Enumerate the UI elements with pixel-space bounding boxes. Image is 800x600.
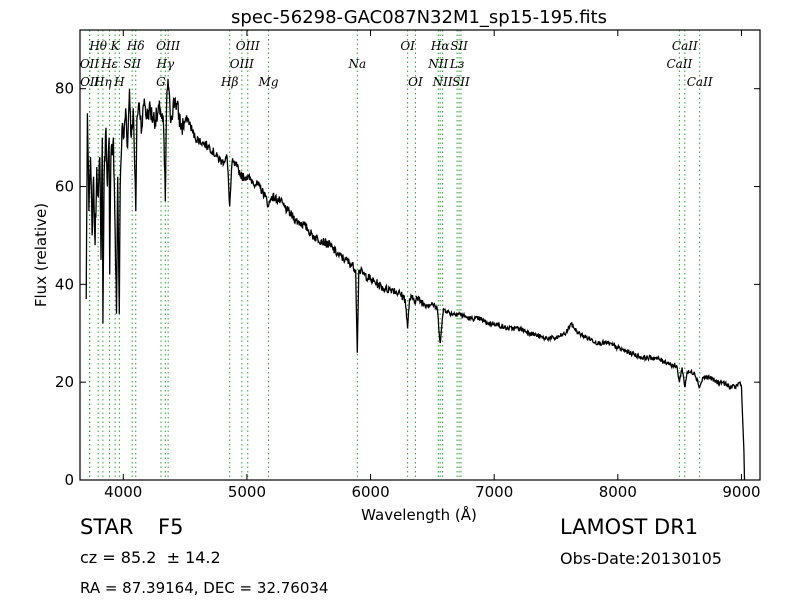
line-label-16: Lз	[449, 57, 465, 71]
y-axis-ticks: 0 20 40 60 80	[55, 80, 760, 489]
line-label-10: Hε	[100, 57, 118, 71]
line-label-23: Mg	[258, 75, 279, 89]
line-label-2: Hδ	[126, 39, 145, 53]
y-tick-label-4: 80	[55, 80, 74, 98]
x-tick-label-2: 6000	[351, 483, 389, 501]
x-tick-label-3: 7000	[475, 483, 513, 501]
line-label-3: OIII	[156, 39, 180, 53]
line-label-6: Hα	[430, 39, 450, 53]
x-axis-label: Wavelength (Å)	[361, 505, 477, 524]
line-label-7: SII	[450, 39, 468, 53]
line-label-27: CaII	[687, 75, 713, 89]
line-label-17: CaII	[666, 57, 692, 71]
redshift: cz = 85.2 ± 14.2	[80, 548, 221, 567]
line-label-8: CaII	[672, 39, 698, 53]
x-tick-label-0: 4000	[104, 483, 142, 501]
line-label-0: Hθ	[88, 39, 107, 53]
line-label-14: Na	[347, 57, 366, 71]
line-label-13: OIII	[230, 57, 254, 71]
emission-line-markers	[89, 30, 701, 480]
line-label-25: NII	[432, 75, 453, 89]
y-tick-label-3: 60	[55, 178, 74, 196]
line-label-1: K	[110, 39, 121, 53]
x-axis-ticks: 4000 5000 6000 7000 8000 9000	[104, 30, 761, 501]
line-label-26: SII	[452, 75, 470, 89]
y-tick-label-1: 20	[55, 373, 74, 391]
object-class: STAR	[80, 515, 134, 539]
line-label-22: Hβ	[220, 75, 238, 89]
line-label-20: H	[113, 75, 125, 89]
line-label-9: OII	[80, 57, 100, 71]
subclass: F5	[158, 515, 184, 539]
line-label-12: Hγ	[155, 57, 174, 71]
spectrum-line	[85, 78, 746, 481]
plot-frame	[79, 29, 761, 481]
y-axis-label: Flux (relative)	[32, 203, 50, 307]
obs-date: Obs-Date:20130105	[560, 549, 722, 568]
survey-name: LAMOST DR1	[560, 515, 699, 539]
line-label-5: OI	[400, 39, 415, 53]
x-tick-label-5: 9000	[722, 483, 760, 501]
x-tick-label-1: 5000	[228, 483, 266, 501]
chart-title: spec-56298-GAC087N32M1_sp15-195.fits	[231, 7, 607, 28]
y-tick-label-2: 40	[55, 275, 74, 293]
line-label-18: OII	[80, 75, 100, 89]
y-tick-label-0: 0	[64, 471, 74, 489]
line-label-24: OI	[408, 75, 423, 89]
line-label-4: OIII	[236, 39, 260, 53]
line-label-21: G	[156, 75, 166, 89]
line-label-19: Hη	[93, 75, 112, 89]
line-label-15: NII	[427, 57, 448, 71]
x-tick-label-4: 8000	[599, 483, 637, 501]
coordinates: RA = 87.39164, DEC = 32.76034	[80, 579, 329, 597]
line-label-11: SII	[123, 57, 141, 71]
